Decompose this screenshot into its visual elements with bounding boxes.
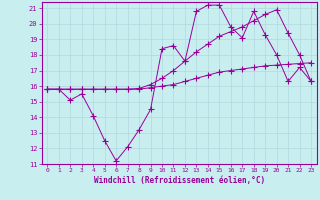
X-axis label: Windchill (Refroidissement éolien,°C): Windchill (Refroidissement éolien,°C) <box>94 176 265 185</box>
